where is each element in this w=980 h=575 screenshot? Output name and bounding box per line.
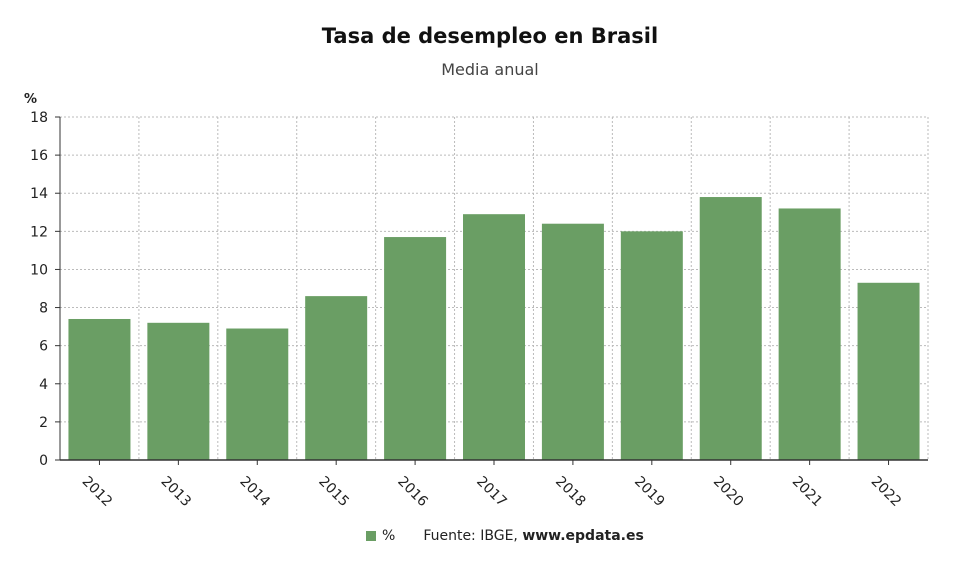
y-tick-label: 2 [39, 415, 48, 431]
x-tick-label: 2019 [631, 474, 668, 511]
bar-2013 [147, 322, 210, 460]
x-tick-label: 2021 [789, 474, 826, 511]
x-tick-label: 2017 [473, 474, 510, 511]
chart-bars [68, 197, 920, 461]
y-tick-label: 0 [39, 453, 48, 469]
bar-2021 [778, 208, 841, 460]
y-tick-label: 10 [30, 262, 48, 278]
chart-subtitle: Media anual [441, 60, 539, 79]
x-tick-label: 2013 [158, 474, 195, 511]
x-tick-label: 2016 [394, 474, 431, 511]
source-prefix: Fuente: IBGE, [423, 528, 523, 544]
y-tick-label: 18 [30, 110, 48, 126]
x-tick-label: 2020 [710, 474, 747, 511]
source-note: Fuente: IBGE, www.epdata.es [423, 528, 644, 544]
bar-2019 [620, 231, 683, 460]
x-tick-label: 2022 [868, 474, 905, 511]
bar-2016 [384, 237, 447, 460]
y-tick-label: 8 [39, 301, 48, 317]
bar-2022 [857, 282, 920, 460]
y-tick-label: 6 [39, 339, 48, 355]
source-site: www.epdata.es [522, 528, 644, 544]
bar-2017 [463, 214, 525, 460]
x-tick-label: 2018 [552, 474, 589, 511]
y-tick-label: 16 [30, 148, 48, 164]
bar-2014 [226, 328, 289, 460]
y-tick-label: 4 [39, 377, 48, 393]
bar-2020 [699, 197, 762, 461]
chart-axes [55, 116, 928, 465]
y-axis-unit-label: % [24, 92, 38, 107]
bar-2015 [305, 296, 368, 460]
y-tick-label: 14 [30, 186, 48, 202]
legend-series-name: % [382, 528, 396, 544]
bar-2018 [541, 223, 604, 460]
chart-title: Tasa de desempleo en Brasil [321, 24, 659, 48]
chart-legend: % Fuente: IBGE, www.epdata.es [366, 528, 644, 544]
bar-2012 [68, 318, 131, 460]
x-tick-label: 2015 [315, 474, 352, 511]
x-tick-label: 2014 [236, 474, 273, 511]
legend-swatch [366, 531, 376, 541]
x-tick-label: 2012 [79, 474, 116, 511]
y-tick-label: 12 [30, 224, 48, 240]
